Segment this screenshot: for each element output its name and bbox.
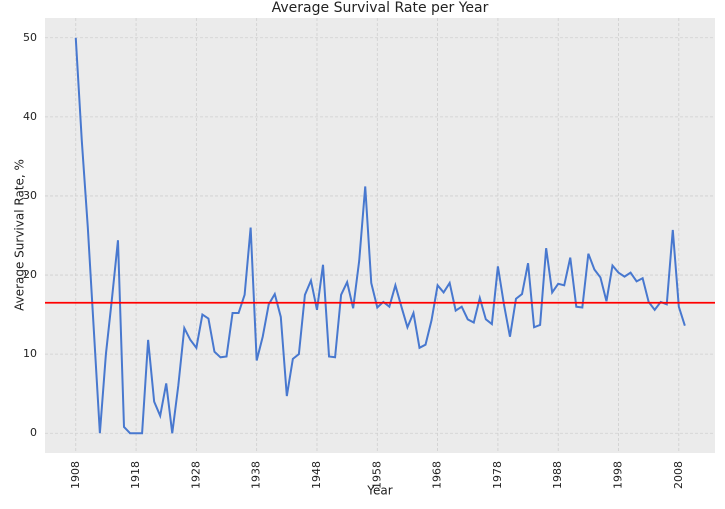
x-tick-label: 1918 <box>129 461 142 489</box>
x-tick-label: 1928 <box>189 461 202 489</box>
chart-title: Average Survival Rate per Year <box>272 0 489 16</box>
y-tick-label: 10 <box>23 347 37 360</box>
y-tick-label: 30 <box>23 189 37 202</box>
x-tick-label: 1908 <box>69 461 82 489</box>
y-tick-label: 50 <box>23 31 37 44</box>
plot-area <box>45 18 715 453</box>
line-series <box>74 37 686 435</box>
x-tick-label: 1988 <box>551 461 564 489</box>
y-tick-label: 0 <box>30 426 37 439</box>
x-axis-label: Year <box>366 484 392 498</box>
y-tick-label: 40 <box>23 110 37 123</box>
x-tick-label: 1948 <box>310 461 323 489</box>
x-tick-label: 1978 <box>491 461 504 489</box>
y-tick-label: 20 <box>23 268 37 281</box>
x-tick-label: 1998 <box>612 461 625 489</box>
x-tick-label: 2008 <box>672 461 685 489</box>
y-axis-label: Average Survival Rate, % <box>13 159 27 311</box>
x-tick-label: 1958 <box>370 461 383 489</box>
x-tick-label: 1968 <box>431 461 444 489</box>
x-tick-label: 1938 <box>250 461 263 489</box>
